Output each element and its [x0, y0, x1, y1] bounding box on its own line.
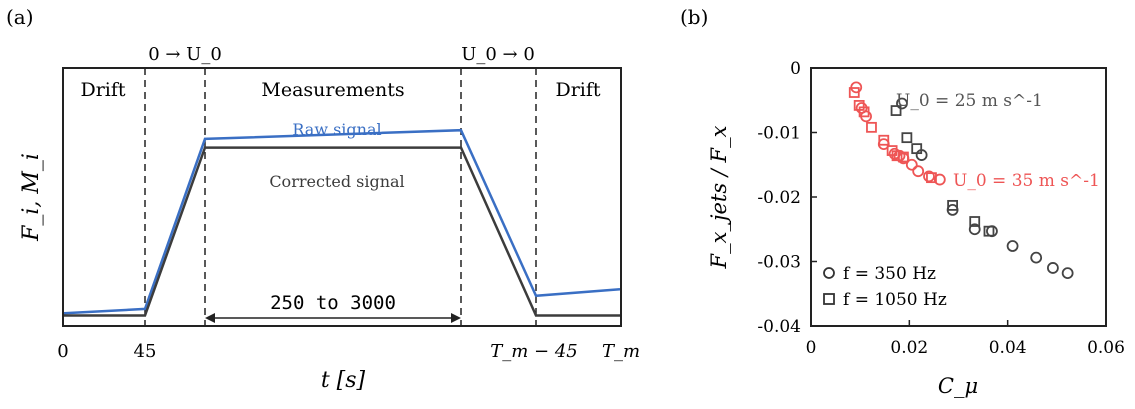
xtick-tm: T_m: [602, 341, 640, 362]
data-point-circle: [905, 158, 918, 171]
data-point-circle: [1030, 251, 1043, 264]
legend-f1050: f = 1050 Hz: [843, 290, 947, 310]
data-point-circle: [968, 223, 981, 236]
transition-label-ramp-down: U_0 → 0: [461, 44, 535, 65]
data-point-square: [926, 172, 937, 184]
xtick-45: 45: [134, 341, 157, 362]
corrected-signal-label: Corrected signal: [269, 172, 404, 191]
panel-b: 0 0.02 0.04 0.06 0 -0.01 -0.02 -0.03 -0.04 U_0 =…: [707, 59, 1125, 398]
data-point-square: [878, 134, 890, 146]
xtick-tm-45: T_m − 45: [490, 341, 578, 362]
panel-a-ylabel: F_i, M_i: [19, 153, 44, 242]
legend-circle-marker: [823, 267, 835, 279]
xtick-label: 0: [806, 338, 817, 358]
data-point-square: [911, 143, 923, 155]
data-point-square: [890, 105, 902, 116]
data-point-circle: [896, 97, 908, 110]
duration-label: 250 to 3000: [270, 292, 396, 314]
data-point-square: [848, 87, 860, 98]
transition-label-ramp-up: 0 → U_0: [148, 44, 222, 65]
data-point-circle: [933, 173, 946, 186]
phase-label-measurements: Measurements: [261, 79, 404, 101]
legend-f350: f = 350 Hz: [843, 264, 936, 284]
panel-a-xlabel: t [s]: [321, 368, 366, 393]
ytick-label: -0.01: [757, 124, 801, 144]
data-point-square: [898, 151, 909, 163]
data-point-square: [866, 121, 877, 133]
data-point-circle: [912, 165, 925, 178]
panel-b-ylabel: F_x_jets / F_x: [707, 125, 731, 269]
ytick-label: -0.02: [757, 188, 801, 208]
raw-signal-line: [63, 128, 621, 315]
xtick-label: 0.06: [1087, 338, 1125, 358]
data-point-circle: [1061, 267, 1074, 280]
phase-label-drift-end: Drift: [555, 79, 600, 101]
panel-b-xlabel: C_μ: [938, 374, 978, 398]
panel-b-points: [848, 81, 1074, 280]
panel-b-ticks: 0 0.02 0.04 0.06 0 -0.01 -0.02 -0.03 -0.04: [757, 59, 1125, 358]
data-point-circle: [986, 225, 998, 238]
panel-a-frame: [62, 67, 622, 327]
duration-arrowhead-left: [205, 313, 215, 323]
panel-a: 0 → U_0 U_0 → 0 Drift Measurements Drift…: [19, 44, 640, 393]
xtick-label: 0.04: [989, 338, 1027, 358]
ytick-label: -0.03: [757, 253, 801, 273]
ytick-label: 0: [790, 59, 801, 79]
xtick-0: 0: [57, 341, 68, 362]
data-point-square: [901, 132, 913, 144]
duration-arrowhead-right: [451, 313, 461, 323]
annotation-u25: U_0 = 25 m s^-1: [896, 91, 1043, 111]
panel-b-label: (b): [680, 5, 708, 29]
panel-a-label: (a): [6, 5, 34, 29]
phase-label-drift-start: Drift: [80, 79, 125, 101]
data-point-square: [891, 150, 903, 162]
data-point-square: [983, 225, 995, 237]
data-point-square: [969, 216, 981, 227]
data-point-square: [947, 199, 958, 211]
corrected-signal-line: [64, 146, 620, 317]
ytick-label: -0.04: [757, 317, 801, 337]
legend-square-marker: [823, 293, 835, 305]
raw-signal-label: Raw signal: [292, 120, 381, 139]
data-point-circle: [1047, 262, 1059, 274]
xtick-label: 0.02: [890, 338, 928, 358]
data-point-circle: [1006, 240, 1019, 252]
annotation-u35: U_0 = 35 m s^-1: [953, 171, 1100, 191]
data-point-square: [858, 106, 870, 118]
